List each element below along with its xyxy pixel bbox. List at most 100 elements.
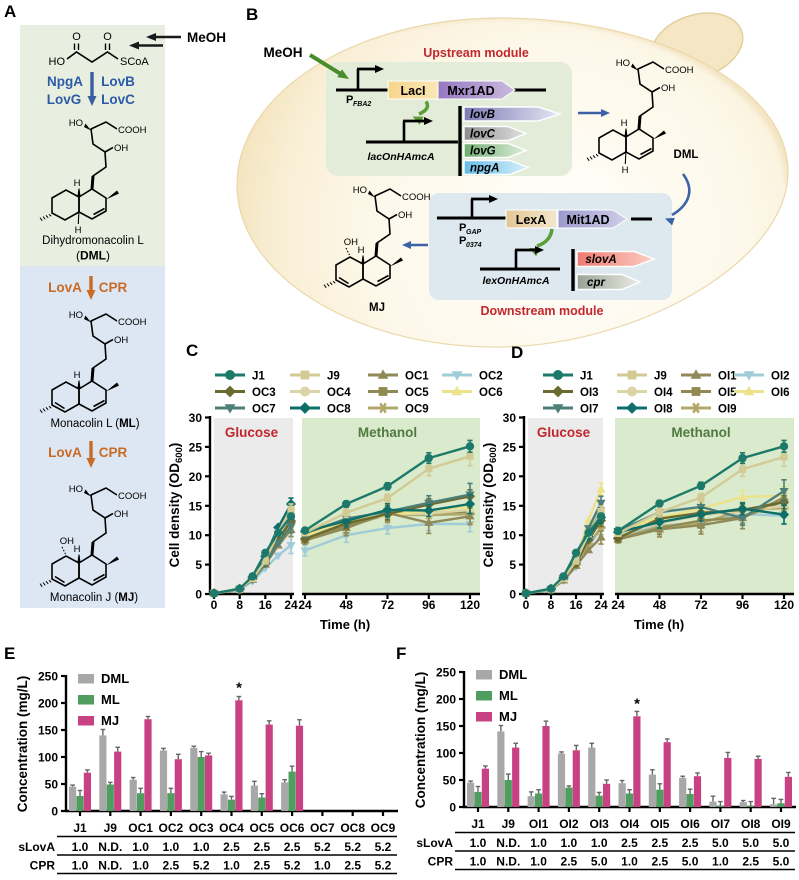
svg-text:*: *: [634, 695, 640, 712]
svg-text:0: 0: [211, 598, 218, 612]
svg-text:F: F: [396, 644, 406, 663]
svg-text:50: 50: [443, 774, 457, 788]
svg-text:250: 250: [436, 666, 456, 680]
svg-text:1.0: 1.0: [163, 840, 180, 854]
svg-text:HO: HO: [353, 185, 367, 196]
svg-text:OI9: OI9: [718, 404, 737, 416]
svg-text:OC8: OC8: [340, 821, 365, 835]
svg-text:OC1: OC1: [128, 821, 153, 835]
svg-text:1.0: 1.0: [530, 836, 547, 850]
svg-text:Cell density (OD600): Cell density (OD600): [167, 443, 185, 568]
svg-text:lovB: lovB: [470, 109, 495, 121]
svg-text:5.2: 5.2: [284, 859, 301, 873]
svg-text:250: 250: [38, 670, 58, 684]
svg-text:25: 25: [189, 440, 203, 454]
svg-text:lacOnHAmcA: lacOnHAmcA: [367, 151, 434, 163]
svg-text:5.0: 5.0: [773, 855, 790, 869]
svg-text:30: 30: [503, 411, 517, 425]
svg-text:J1: J1: [580, 371, 593, 383]
svg-text:20: 20: [189, 470, 203, 484]
svg-text:Cell density (OD600): Cell density (OD600): [481, 443, 499, 568]
svg-text:HO: HO: [49, 56, 66, 68]
svg-text:Upstream module: Upstream module: [423, 46, 529, 60]
svg-text:OC7: OC7: [252, 404, 276, 416]
svg-text:OI2: OI2: [559, 817, 579, 831]
svg-text:2.5: 2.5: [742, 855, 759, 869]
svg-text:slovA: slovA: [585, 254, 616, 266]
svg-text:J1: J1: [471, 817, 485, 831]
svg-text:OI6: OI6: [771, 387, 790, 399]
svg-text:MeOH: MeOH: [263, 45, 302, 60]
svg-text:OI3: OI3: [590, 817, 610, 831]
svg-text:120: 120: [774, 598, 794, 612]
svg-text:2.5: 2.5: [651, 836, 668, 850]
svg-text:B: B: [246, 5, 258, 24]
svg-text:1.0: 1.0: [591, 836, 608, 850]
svg-text:CPR: CPR: [30, 859, 56, 873]
svg-text:1.0: 1.0: [72, 859, 89, 873]
svg-text:OH: OH: [114, 335, 128, 346]
svg-text:24: 24: [611, 598, 625, 612]
svg-text:96: 96: [422, 598, 436, 612]
svg-text:MeOH: MeOH: [187, 30, 226, 45]
svg-text:200: 200: [436, 693, 456, 707]
svg-text:150: 150: [38, 724, 58, 738]
svg-text:Dihydromonacolin L: Dihydromonacolin L: [42, 235, 144, 247]
svg-text:5.0: 5.0: [591, 855, 608, 869]
svg-text:A: A: [4, 2, 16, 21]
svg-text:8: 8: [236, 598, 243, 612]
svg-text:P: P: [459, 235, 466, 247]
svg-text:npgA: npgA: [470, 163, 499, 175]
svg-text:OC1: OC1: [405, 371, 429, 383]
svg-text:SCoA: SCoA: [120, 56, 149, 68]
svg-text:OC2: OC2: [479, 371, 503, 383]
svg-text:48: 48: [340, 598, 354, 612]
svg-text:5.0: 5.0: [682, 855, 699, 869]
svg-text:Mxr1AD: Mxr1AD: [447, 84, 494, 98]
svg-text:Methanol: Methanol: [358, 425, 417, 440]
svg-text:8: 8: [548, 598, 555, 612]
svg-text:15: 15: [503, 499, 517, 513]
svg-text:OC2: OC2: [159, 821, 184, 835]
svg-text:H: H: [75, 225, 82, 236]
svg-text:cpr: cpr: [587, 277, 605, 289]
svg-text:HO: HO: [69, 118, 83, 129]
svg-text:H: H: [358, 245, 365, 256]
svg-text:16: 16: [569, 598, 583, 612]
svg-text:HO: HO: [616, 58, 630, 69]
svg-text:0: 0: [509, 588, 516, 602]
svg-text:OI2: OI2: [771, 371, 790, 383]
svg-text:2.5: 2.5: [223, 840, 240, 854]
svg-text:15: 15: [189, 499, 203, 513]
svg-text:OC6: OC6: [479, 387, 503, 399]
svg-text:LovG: LovG: [47, 92, 82, 107]
svg-text:E: E: [4, 644, 15, 663]
svg-text:CPR: CPR: [428, 855, 454, 869]
svg-text:2.5: 2.5: [621, 836, 638, 850]
svg-text:OC9: OC9: [371, 821, 396, 835]
svg-text:5.0: 5.0: [742, 836, 759, 850]
svg-text:OC8: OC8: [327, 404, 351, 416]
svg-text:1.0: 1.0: [132, 840, 149, 854]
svg-text:N.D.: N.D.: [98, 840, 122, 854]
svg-text:5.2: 5.2: [375, 840, 392, 854]
svg-text:CPR: CPR: [99, 280, 128, 295]
svg-text:24: 24: [284, 598, 298, 612]
svg-text:lovC: lovC: [470, 129, 496, 141]
svg-text:P: P: [459, 222, 466, 234]
svg-text:H: H: [74, 370, 81, 381]
svg-text:OI3: OI3: [580, 387, 599, 399]
svg-text:5.2: 5.2: [375, 859, 392, 873]
svg-text:Monacolin L (ML): Monacolin L (ML): [50, 418, 139, 430]
svg-text:10: 10: [503, 529, 517, 543]
svg-text:Mit1AD: Mit1AD: [566, 213, 609, 227]
svg-text:Glucose: Glucose: [225, 425, 279, 440]
svg-text:OH: OH: [344, 237, 358, 248]
svg-text:sLovA: sLovA: [18, 840, 55, 854]
svg-text:OC3: OC3: [189, 821, 214, 835]
svg-text:24: 24: [594, 598, 608, 612]
svg-text:MJ: MJ: [499, 709, 517, 724]
svg-text:HO: HO: [69, 310, 83, 321]
svg-text:ML: ML: [499, 688, 518, 703]
svg-text:2.5: 2.5: [253, 859, 270, 873]
